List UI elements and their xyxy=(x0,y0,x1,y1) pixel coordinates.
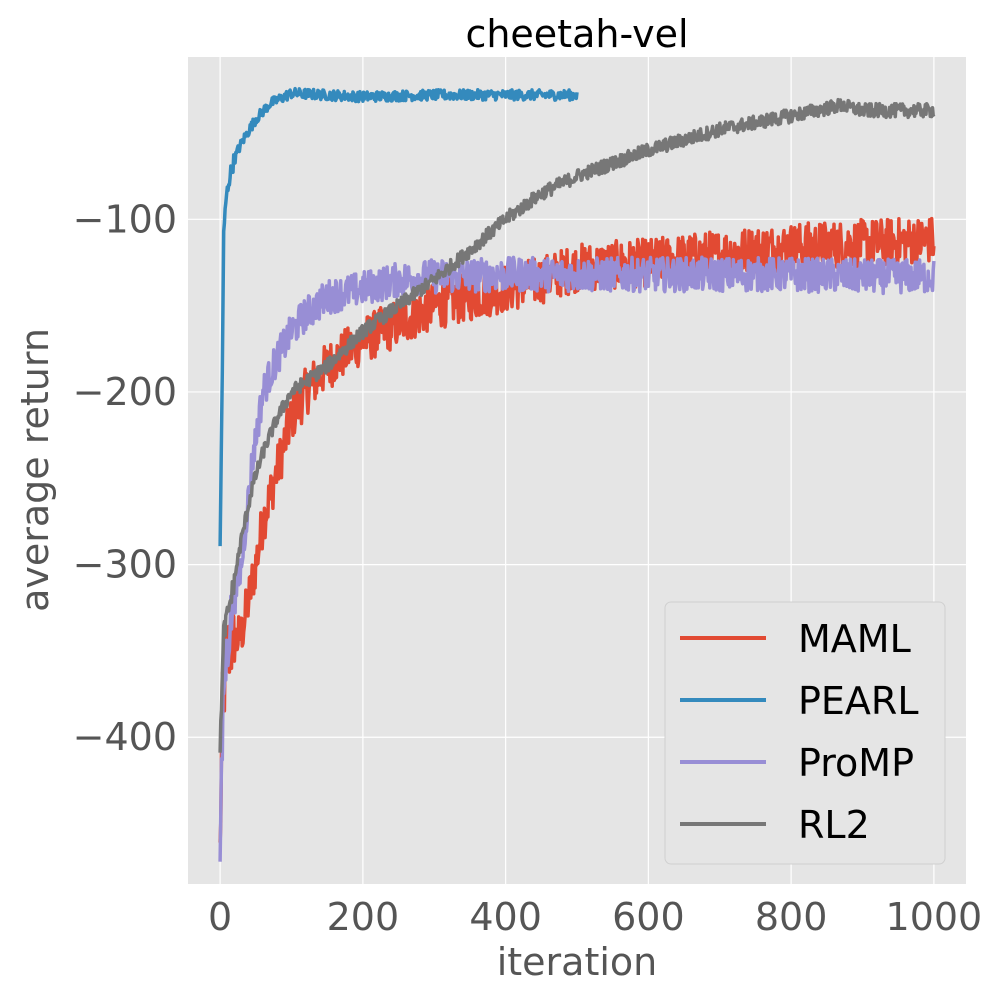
y-tick-label: −300 xyxy=(73,543,177,587)
series-line-rl2 xyxy=(218,97,936,753)
legend-box xyxy=(664,601,946,865)
series-line-promp xyxy=(218,255,936,862)
legend-label-promp: ProMP xyxy=(798,741,914,785)
series-lines xyxy=(218,86,936,862)
x-tick-label: 0 xyxy=(208,895,232,939)
legend-label-pearl: PEARL xyxy=(798,679,919,723)
series-line-pearl xyxy=(218,86,579,547)
legend-label-rl2: RL2 xyxy=(798,803,870,847)
x-tick-label: 1000 xyxy=(886,895,983,939)
x-tick-label: 600 xyxy=(612,895,685,939)
x-tick-label: 200 xyxy=(327,895,400,939)
x-tick-label: 400 xyxy=(469,895,542,939)
x-tick-label: 800 xyxy=(755,895,828,939)
y-tick-labels: −400 −300 −200 −100 xyxy=(73,197,177,759)
y-axis-label: average return xyxy=(13,328,57,612)
legend-label-maml: MAML xyxy=(798,617,911,661)
x-axis-label: iteration xyxy=(497,940,658,984)
y-tick-label: −400 xyxy=(73,715,177,759)
y-tick-label: −200 xyxy=(73,370,177,414)
chart-title: cheetah-vel xyxy=(465,12,688,56)
legend: MAML PEARL ProMP RL2 xyxy=(664,601,946,865)
x-tick-labels: 0 200 400 600 800 1000 xyxy=(208,895,982,939)
y-tick-label: −100 xyxy=(73,197,177,241)
